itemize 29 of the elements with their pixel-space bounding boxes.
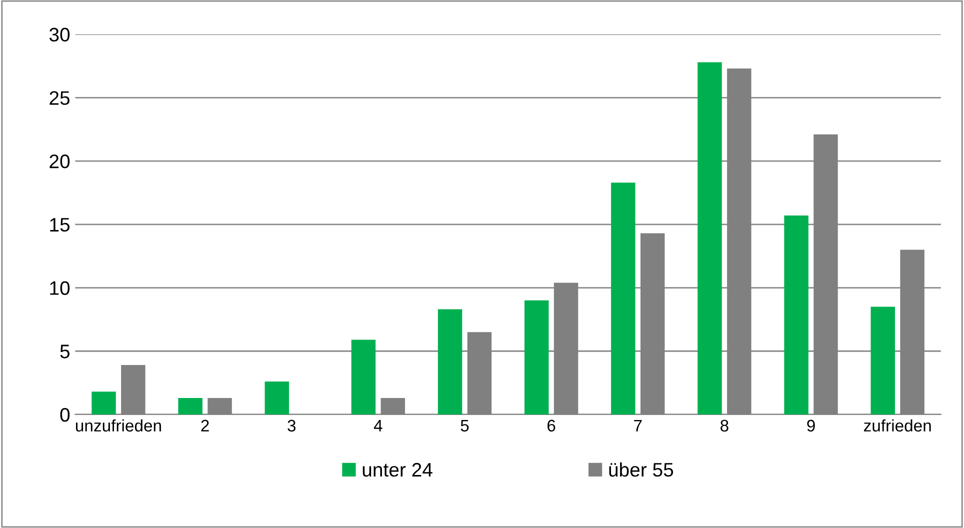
bar: [524, 300, 549, 414]
x-tick-label: 8: [720, 420, 728, 432]
legend-label: unter 24: [362, 462, 432, 477]
y-tick-label: 25: [50, 91, 70, 105]
y-tick-label: 15: [50, 218, 70, 232]
legend-label: über 55: [609, 462, 674, 477]
x-tick-label: 6: [548, 420, 556, 432]
x-tick-label: 5: [460, 420, 469, 432]
y-tick-label: 10: [50, 281, 70, 295]
bar: [438, 309, 462, 414]
y-tick-label: 5: [60, 344, 70, 358]
bar: [784, 216, 808, 414]
x-tick-label: zufrieden: [864, 419, 931, 432]
bar: [351, 340, 376, 414]
y-tick-label: 30: [49, 28, 70, 42]
bar: [178, 398, 202, 414]
x-tick-label: unzufrieden: [76, 419, 161, 432]
y-tick-label: 20: [50, 154, 70, 168]
bar: [92, 392, 116, 414]
bar: [870, 306, 895, 414]
bar: [698, 62, 722, 414]
y-tick-label: 0: [60, 408, 70, 422]
x-tick-label: 2: [201, 420, 209, 432]
bar: [611, 182, 636, 414]
x-tick-label: 3: [288, 420, 296, 432]
x-tick-label: 4: [374, 420, 382, 432]
x-tick-label: 7: [634, 420, 642, 432]
x-tick-label: 9: [807, 420, 815, 432]
bar: [264, 382, 290, 414]
